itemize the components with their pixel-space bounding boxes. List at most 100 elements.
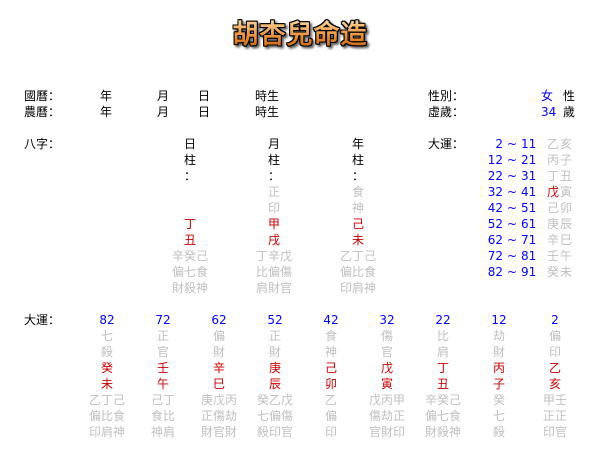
pillar-title-char: 柱	[267, 153, 280, 167]
dayun-age: 2	[551, 313, 559, 327]
dayun-stem: 乙	[548, 361, 561, 375]
dayun-age: 12	[491, 313, 507, 327]
dayun-to: 61	[521, 217, 537, 231]
pillar-stem: 己	[351, 217, 364, 231]
dayun-stem: 丁	[436, 361, 449, 375]
dayun-list-label: 大運：	[428, 137, 465, 151]
dayun-hidden-row: 印官	[542, 425, 567, 439]
age-label: 虛歲：	[428, 105, 465, 119]
dayun-shishen-char: 偏	[212, 329, 225, 343]
dayun-to: 21	[521, 153, 537, 167]
dayun-hidden-row: 偏	[324, 409, 337, 423]
dayun-hidden-row: 乙丁己	[88, 393, 125, 407]
dayun-to: 41	[521, 185, 537, 199]
dayun-column: 72 正官壬午己丁 食比 神肩	[133, 312, 193, 440]
dayun-shishen-char: 傷	[380, 329, 393, 343]
bazi-label: 八字：	[24, 137, 61, 151]
dayun-hidden-row: 癸乙戊	[256, 393, 293, 407]
dayun-hidden-row: 正正	[542, 409, 567, 423]
dayun-list-row: 2 ~11 乙亥	[476, 136, 586, 152]
dayun-list-row: 12 ~21 丙子	[476, 152, 586, 168]
solar-hour: 時生	[255, 89, 280, 103]
dayun-to: 51	[521, 201, 537, 215]
pillar-column: 日柱 ： 丁丑辛癸己 偏七食 財殺神	[160, 136, 220, 296]
dayun-list-row: 32 ~41 戊寅	[476, 184, 586, 200]
dayun-from: 72	[487, 249, 503, 263]
dayun-branch: 寅	[560, 185, 573, 199]
dayun-shishen-char: 劫	[492, 329, 505, 343]
dayun-stem: 辛	[212, 361, 225, 375]
dayun-separator: ~	[507, 153, 518, 167]
dayun-age: 42	[323, 313, 339, 327]
pillar-hidden-row: 丁辛戊	[255, 249, 292, 263]
dayun-column: 12 劫財丙子癸七殺	[469, 312, 529, 440]
pillar-hidden-row: 乙丁己	[339, 249, 376, 263]
dayun-branch: 巳	[212, 377, 225, 391]
dayun-branch: 未	[560, 265, 573, 279]
pillar-title-char: ：	[267, 169, 280, 183]
dayun-hidden-row: 食比	[150, 409, 175, 423]
age-suffix: 歲	[563, 105, 576, 119]
pillar-hidden-row: 肩財官	[255, 281, 292, 295]
dayun-stem: 己	[324, 361, 337, 375]
pillar-branch: 未	[351, 233, 364, 247]
dayun-to: 81	[521, 249, 537, 263]
dayun-hidden-row: 辛癸己	[424, 393, 461, 407]
dayun-stem: 丙	[547, 153, 560, 167]
dayun-branch: 卯	[324, 377, 337, 391]
dayun-age: 32	[379, 313, 395, 327]
lunar-label: 農曆：	[24, 105, 61, 119]
dayun-to: 91	[521, 265, 537, 279]
dayun-column: 22 比肩丁丑辛癸己 偏七食 財殺神	[413, 312, 473, 440]
dayun-stem: 戊	[380, 361, 393, 375]
pillar-title-char: 年	[351, 137, 364, 151]
dayun-age: 22	[435, 313, 451, 327]
dayun-column: 52 正財庚辰癸乙戊 七偏傷 殺印官	[245, 312, 305, 440]
dayun-age: 82	[99, 313, 115, 327]
pillar-hidden-row: 偏七食	[171, 265, 208, 279]
pillar-branch: 丑	[183, 233, 196, 247]
dayun-list-row: 82 ~91 癸未	[476, 264, 586, 280]
dayun-column: 42 食神己卯乙偏印	[301, 312, 361, 440]
dayun-list-row: 22 ~31 丁丑	[476, 168, 586, 184]
pillar-shishen-char: 正	[267, 185, 280, 199]
dayun-branch: 寅	[380, 377, 393, 391]
pillar-stem: 丁	[183, 217, 196, 231]
dayun-shishen-char: 官	[380, 345, 393, 359]
dayun-hidden-row: 己丁	[150, 393, 175, 407]
gender-suffix: 性	[563, 89, 576, 103]
dayun-to: 71	[521, 233, 537, 247]
dayun-shishen-char: 偏	[548, 329, 561, 343]
dayun-hidden-row: 正傷劫	[200, 409, 237, 423]
age-value: 34	[541, 105, 557, 119]
solar-year: 年	[100, 89, 113, 103]
dayun-branch: 巳	[560, 233, 573, 247]
lunar-hour: 時生	[255, 105, 280, 119]
dayun-shishen-char: 正	[156, 329, 169, 343]
solar-day: 日	[198, 89, 211, 103]
dayun-separator: ~	[507, 137, 518, 151]
dayun-shishen-char: 肩	[436, 345, 449, 359]
dayun-separator: ~	[507, 265, 518, 279]
dayun-shishen-char: 神	[324, 345, 337, 359]
dayun-columns-label: 大運：	[24, 313, 61, 327]
pillar-stem: 甲	[267, 217, 280, 231]
dayun-from: 2	[495, 137, 503, 151]
pillar-title-char: 月	[267, 137, 280, 151]
dayun-hidden-row: 戊丙甲	[368, 393, 405, 407]
dayun-stem: 癸	[547, 265, 560, 279]
dayun-hidden-row: 庚戊丙	[200, 393, 237, 407]
dayun-hidden-row: 殺印官	[256, 425, 293, 439]
dayun-separator: ~	[507, 249, 518, 263]
dayun-branch: 亥	[548, 377, 561, 391]
dayun-branch: 午	[560, 249, 573, 263]
dayun-hidden-row: 癸	[492, 393, 505, 407]
dayun-stem: 辛	[547, 233, 560, 247]
dayun-hidden-row: 印	[324, 425, 337, 439]
dayun-from: 42	[487, 201, 503, 215]
dayun-branch: 丑	[436, 377, 449, 391]
dayun-shishen-char: 財	[268, 345, 281, 359]
gender-value: 女	[541, 89, 554, 103]
dayun-from: 12	[487, 153, 503, 167]
